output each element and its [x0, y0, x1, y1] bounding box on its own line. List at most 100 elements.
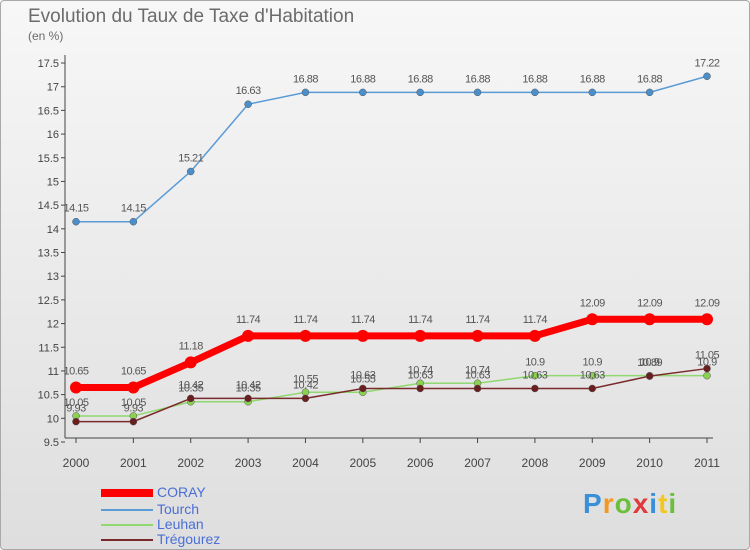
data-label-tregourez: 10.63 [350, 369, 375, 381]
data-label-tourch: 17.22 [694, 57, 719, 69]
y-tick-label: 14 [47, 224, 59, 236]
data-label-leuhan: 10.9 [697, 357, 717, 369]
data-label-tregourez: 10.63 [522, 369, 547, 381]
x-tick-label: 2004 [292, 456, 319, 470]
x-tick-label: 2000 [63, 456, 90, 470]
legend-item-tourch: Tourch [101, 501, 361, 518]
data-point-leuhan [531, 371, 539, 380]
y-tick-label: 12.5 [38, 295, 59, 307]
data-label-tregourez: 10.63 [465, 369, 490, 381]
data-label-tregourez: 9.93 [124, 403, 144, 415]
data-point-coray [356, 329, 369, 342]
data-label-coray: 11.74 [465, 314, 490, 326]
series-line-leuhan [76, 374, 707, 417]
data-label-leuhan: 10.74 [408, 364, 433, 376]
x-tick-label: 2011 [694, 456, 720, 470]
series-line-tourch [76, 75, 708, 223]
legend-label-leuhan: Leuhan [157, 516, 204, 532]
legend-label-tourch: Tourch [157, 501, 200, 517]
data-point-coray [127, 381, 140, 394]
data-label-tregourez: 10.42 [236, 379, 261, 391]
y-tick-label: 17.5 [38, 58, 59, 70]
x-tick-label: 2007 [464, 456, 491, 470]
y-tick-label: 16 [47, 129, 59, 141]
data-label-leuhan: 10.05 [63, 397, 88, 409]
data-point-coray [528, 329, 541, 342]
data-label-coray: 11.74 [236, 314, 261, 326]
data-label-tourch: 14.15 [121, 203, 146, 215]
data-point-coray [471, 329, 484, 342]
data-label-tourch: 16.88 [350, 73, 375, 85]
series-line-coray [76, 315, 707, 392]
data-label-coray: 11.74 [351, 314, 376, 326]
data-label-tregourez: 10.42 [293, 379, 318, 391]
y-tick-label: 15 [47, 176, 59, 188]
data-label-coray: 11.74 [523, 314, 548, 326]
data-label-coray: 12.09 [580, 297, 605, 309]
data-label-tourch: 16.88 [293, 73, 318, 85]
y-tick-label: 11 [48, 366, 59, 378]
data-label-leuhan: 10.9 [583, 357, 603, 369]
y-tick-label: 13.5 [38, 248, 59, 260]
data-label-tourch: 16.88 [522, 73, 547, 85]
data-label-tregourez: 10.89 [637, 357, 662, 369]
data-label-tourch: 14.15 [63, 203, 88, 215]
data-label-coray: 10.65 [121, 366, 146, 378]
data-point-tregourez [244, 394, 252, 403]
data-point-tregourez [531, 384, 539, 393]
data-point-tourch [473, 88, 482, 97]
x-tick-label: 2001 [120, 456, 147, 470]
data-label-leuhan: 10.55 [293, 373, 318, 385]
y-tick-label: 15.5 [38, 153, 59, 165]
y-tick-label: 9.5 [44, 437, 59, 449]
data-label-coray: 11.74 [293, 314, 318, 326]
data-point-tourch [359, 88, 367, 97]
data-point-coray [242, 329, 255, 342]
x-tick-label: 2009 [579, 456, 606, 470]
data-point-coray [701, 313, 713, 326]
data-point-tourch [244, 100, 252, 108]
data-point-tourch [129, 217, 138, 226]
data-label-leuhan: 10.9 [640, 357, 660, 369]
x-tick-label: 2005 [349, 456, 376, 470]
data-point-tregourez [186, 394, 195, 403]
data-point-tregourez [129, 417, 138, 426]
data-point-tregourez [416, 384, 424, 393]
y-tick-label: 12 [47, 319, 59, 331]
data-label-tourch: 16.63 [236, 85, 261, 97]
legend-swatch-tourch [101, 509, 153, 511]
data-label-leuhan: 10.35 [178, 383, 203, 395]
series-line-tregourez [76, 367, 708, 423]
data-label-tourch: 16.88 [465, 73, 490, 85]
x-tick-label: 2003 [235, 456, 262, 470]
data-point-tregourez [703, 364, 711, 373]
data-point-leuhan [588, 371, 597, 380]
data-point-leuhan [703, 371, 711, 380]
x-tick-label: 2008 [522, 456, 549, 470]
legend-swatch-coray [101, 489, 153, 497]
y-tick-label: 14.5 [38, 200, 59, 212]
data-point-coray [586, 313, 599, 326]
proxiti-logo: Proxiti [583, 488, 678, 519]
data-label-tregourez: 11.05 [695, 350, 720, 362]
data-label-tregourez: 10.63 [580, 369, 605, 381]
data-label-tregourez: 10.63 [408, 369, 433, 381]
data-label-tourch: 16.88 [408, 73, 433, 85]
data-point-tregourez [645, 372, 654, 380]
y-tick-label: 13 [47, 271, 59, 283]
data-point-coray [70, 381, 82, 394]
data-point-tregourez [72, 417, 80, 426]
data-label-coray: 12.09 [694, 297, 719, 309]
data-label-coray: 11.18 [179, 340, 204, 352]
data-point-tregourez [588, 384, 597, 393]
data-label-leuhan: 10.9 [525, 357, 545, 369]
data-label-coray: 10.65 [63, 366, 88, 378]
data-point-coray [299, 329, 312, 342]
data-label-tourch: 16.88 [637, 73, 662, 85]
data-point-tourch [416, 88, 424, 97]
y-tick-label: 10.5 [38, 390, 59, 402]
data-point-coray [184, 356, 197, 369]
legend-item-leuhan: Leuhan [101, 516, 361, 533]
